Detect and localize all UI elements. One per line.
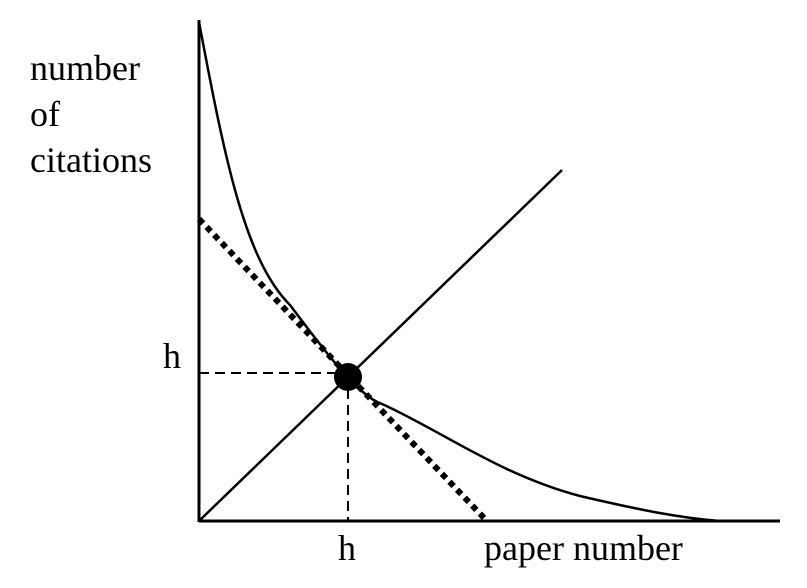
diagonal-line	[198, 169, 563, 522]
x-axis-label: paper number	[484, 528, 683, 568]
h-label-x-axis: h	[338, 528, 356, 568]
citation-curve	[197, 21, 721, 523]
tangent-dotted-line	[196, 216, 489, 523]
y-axis-label-line-1: number	[30, 48, 140, 88]
h-index-point	[334, 363, 362, 391]
y-axis-label-line-3: citations	[30, 140, 152, 180]
y-axis-label-line-2: of	[30, 94, 60, 134]
h-label-y-axis: h	[163, 336, 181, 376]
